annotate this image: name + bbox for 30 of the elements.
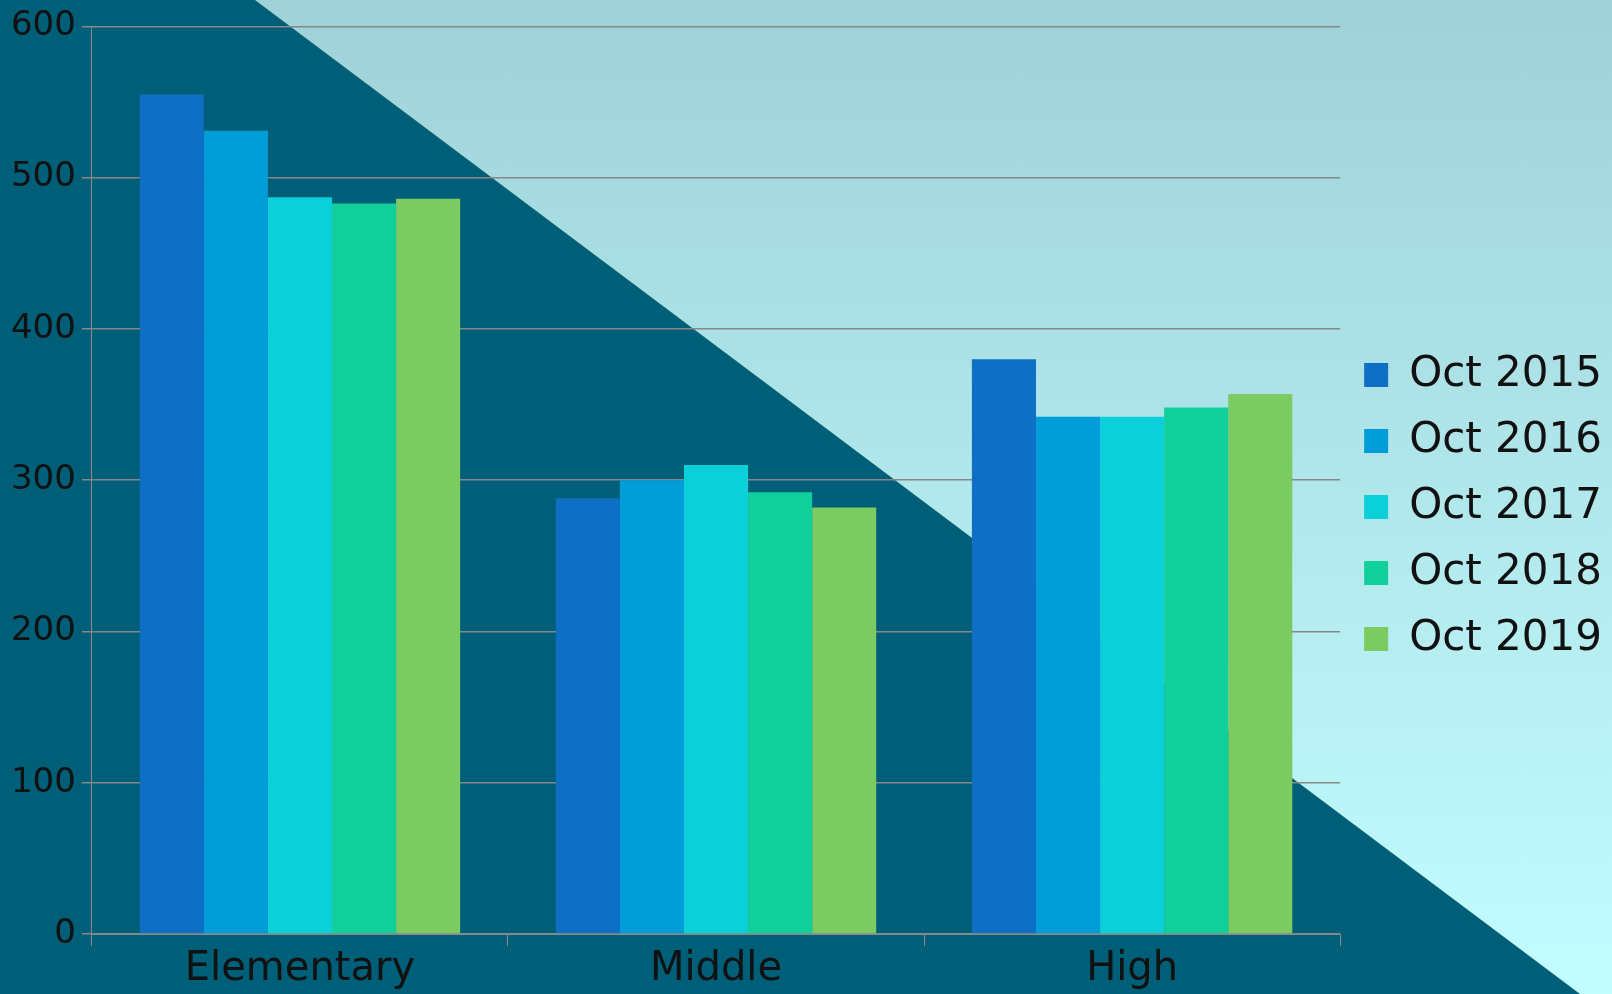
bar xyxy=(331,203,397,934)
bar xyxy=(1035,416,1101,934)
x-tick-label: High xyxy=(1086,943,1179,990)
y-tick-label: 200 xyxy=(10,608,76,649)
y-tick-label: 400 xyxy=(10,305,76,346)
legend-label: Oct 2019 xyxy=(1409,610,1602,660)
y-tick-label: 0 xyxy=(54,910,76,951)
bar xyxy=(1164,407,1229,934)
bar xyxy=(267,197,332,934)
x-tick-label: Elementary xyxy=(184,943,416,990)
bar xyxy=(619,480,684,934)
legend-label: Oct 2018 xyxy=(1409,544,1602,594)
legend-label: Oct 2017 xyxy=(1409,478,1602,528)
y-tick-label: 500 xyxy=(10,154,76,195)
legend-label: Oct 2016 xyxy=(1409,412,1602,462)
x-tick-label: Middle xyxy=(649,943,783,990)
bar xyxy=(203,130,268,934)
bar xyxy=(812,507,877,934)
y-tick-label: 100 xyxy=(10,759,76,800)
y-tick-label: 600 xyxy=(10,3,76,44)
bar xyxy=(1228,393,1293,934)
bar xyxy=(555,498,620,934)
bar xyxy=(748,492,813,934)
bar xyxy=(396,198,461,934)
bar xyxy=(971,359,1036,934)
legend-label: Oct 2015 xyxy=(1409,346,1602,396)
y-tick-label: 300 xyxy=(10,457,76,498)
bar xyxy=(139,94,204,934)
bar xyxy=(1100,416,1165,934)
bar xyxy=(683,465,749,934)
